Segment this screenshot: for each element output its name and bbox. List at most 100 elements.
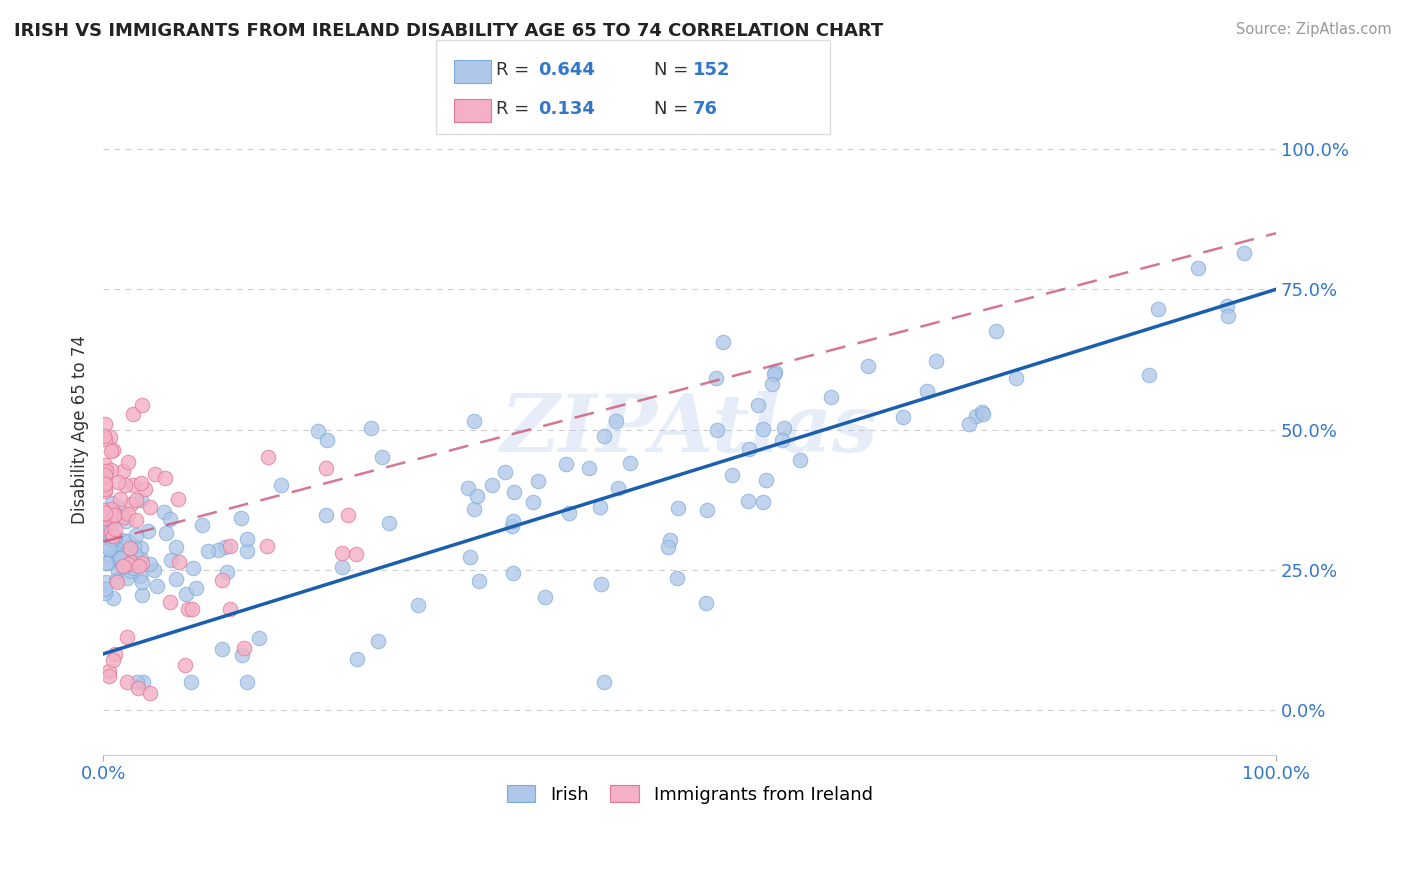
Point xyxy=(658,533,681,548)
Point xyxy=(236,544,259,558)
Point xyxy=(94,524,117,538)
Text: ZIPAtlas: ZIPAtlas xyxy=(501,391,879,468)
Point xyxy=(124,547,146,561)
Point xyxy=(360,421,382,435)
Point xyxy=(111,559,134,574)
Text: R =: R = xyxy=(496,100,530,118)
Point xyxy=(856,359,879,373)
Point xyxy=(1137,368,1160,382)
Point xyxy=(219,602,242,616)
Point xyxy=(115,630,138,644)
Point xyxy=(93,519,115,533)
Point xyxy=(117,507,139,521)
Point xyxy=(107,564,129,578)
Point xyxy=(605,414,627,428)
Point xyxy=(696,503,718,517)
Point xyxy=(94,464,117,478)
Point xyxy=(93,480,115,494)
Point xyxy=(256,539,278,553)
Point xyxy=(100,532,122,546)
Point xyxy=(107,500,129,514)
Point xyxy=(94,506,117,520)
Point xyxy=(93,511,115,525)
Point xyxy=(159,595,181,609)
Point xyxy=(377,516,399,530)
Point xyxy=(129,552,152,566)
Point xyxy=(111,464,134,478)
Point xyxy=(231,510,253,524)
Text: IRISH VS IMMIGRANTS FROM IRELAND DISABILITY AGE 65 TO 74 CORRELATION CHART: IRISH VS IMMIGRANTS FROM IRELAND DISABIL… xyxy=(14,22,883,40)
Point xyxy=(107,475,129,490)
Point xyxy=(96,510,118,524)
Point xyxy=(115,514,138,528)
Point xyxy=(115,571,138,585)
Point xyxy=(371,450,394,465)
Point xyxy=(134,482,156,496)
Point xyxy=(330,546,353,560)
Point xyxy=(155,526,177,541)
Point xyxy=(1216,310,1239,324)
Point xyxy=(111,545,134,559)
Point xyxy=(94,574,117,589)
Point xyxy=(112,510,135,524)
Point xyxy=(965,409,987,423)
Point xyxy=(129,568,152,582)
Text: Source: ZipAtlas.com: Source: ZipAtlas.com xyxy=(1236,22,1392,37)
Point xyxy=(706,423,728,437)
Point xyxy=(98,669,121,683)
Point xyxy=(114,478,136,492)
Point xyxy=(122,540,145,554)
Point xyxy=(100,463,122,477)
Point xyxy=(468,574,491,588)
Point xyxy=(104,508,127,522)
Point xyxy=(97,556,120,570)
Point xyxy=(122,478,145,492)
Point xyxy=(721,468,744,483)
Point xyxy=(481,478,503,492)
Point xyxy=(131,557,153,571)
Point xyxy=(131,588,153,602)
Point xyxy=(167,491,190,506)
Point xyxy=(98,429,121,443)
Point xyxy=(534,591,557,605)
Point xyxy=(211,574,233,588)
Point xyxy=(125,512,148,526)
Point xyxy=(789,452,811,467)
Point xyxy=(124,528,146,542)
Point xyxy=(820,390,842,404)
Point xyxy=(127,681,149,695)
Point xyxy=(1004,370,1026,384)
Point xyxy=(501,518,523,533)
Point xyxy=(214,541,236,555)
Point xyxy=(557,506,579,520)
Point xyxy=(159,512,181,526)
Legend: Irish, Immigrants from Ireland: Irish, Immigrants from Ireland xyxy=(499,778,880,811)
Point xyxy=(120,555,142,569)
Point xyxy=(105,573,128,587)
Text: 76: 76 xyxy=(693,100,718,118)
Point xyxy=(103,442,125,457)
Point xyxy=(129,475,152,490)
Point xyxy=(406,599,429,613)
Point xyxy=(657,541,679,555)
Point xyxy=(91,502,114,516)
Point xyxy=(100,525,122,540)
Text: 0.134: 0.134 xyxy=(538,100,595,118)
Point xyxy=(235,532,257,546)
Point xyxy=(270,478,292,492)
Point xyxy=(578,460,600,475)
Point xyxy=(96,556,118,570)
Point xyxy=(100,533,122,547)
Point xyxy=(236,675,259,690)
Point xyxy=(94,476,117,491)
Point xyxy=(337,508,360,523)
Point xyxy=(458,550,481,565)
Point xyxy=(502,566,524,580)
Point xyxy=(526,474,548,488)
Point xyxy=(117,557,139,571)
Point xyxy=(139,686,162,700)
Text: N =: N = xyxy=(654,100,688,118)
Point xyxy=(122,560,145,574)
Point xyxy=(98,523,121,537)
Point xyxy=(184,581,207,595)
